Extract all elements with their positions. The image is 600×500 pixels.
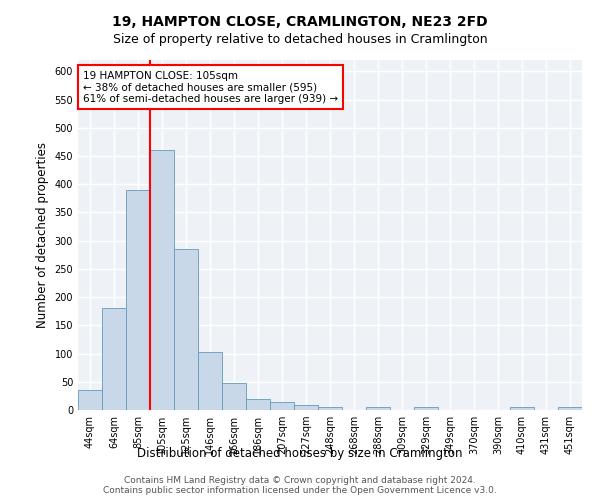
Bar (270, 402, 294, 410)
Bar (174, 249, 198, 410)
Text: 19 HAMPTON CLOSE: 105sqm
← 38% of detached houses are smaller (595)
61% of semi-: 19 HAMPTON CLOSE: 105sqm ← 38% of detach… (83, 70, 338, 104)
Text: Distribution of detached houses by size in Cramlington: Distribution of detached houses by size … (137, 448, 463, 460)
Bar (294, 406, 318, 410)
Bar (246, 398, 270, 410)
Bar (78, 390, 102, 410)
Text: 19, HAMPTON CLOSE, CRAMLINGTON, NE23 2FD: 19, HAMPTON CLOSE, CRAMLINGTON, NE23 2FD (112, 15, 488, 29)
Bar (150, 150, 174, 410)
Bar (414, 407, 438, 410)
Bar (198, 352, 222, 410)
Bar (558, 407, 582, 410)
Bar (318, 407, 342, 410)
Bar (102, 308, 126, 410)
Text: Size of property relative to detached houses in Cramlington: Size of property relative to detached ho… (113, 32, 487, 46)
Text: Contains HM Land Registry data © Crown copyright and database right 2024.
Contai: Contains HM Land Registry data © Crown c… (103, 476, 497, 495)
Y-axis label: Number of detached properties: Number of detached properties (36, 142, 49, 328)
Bar (222, 383, 246, 410)
Bar (126, 190, 150, 410)
Bar (510, 407, 534, 410)
Bar (366, 407, 390, 410)
